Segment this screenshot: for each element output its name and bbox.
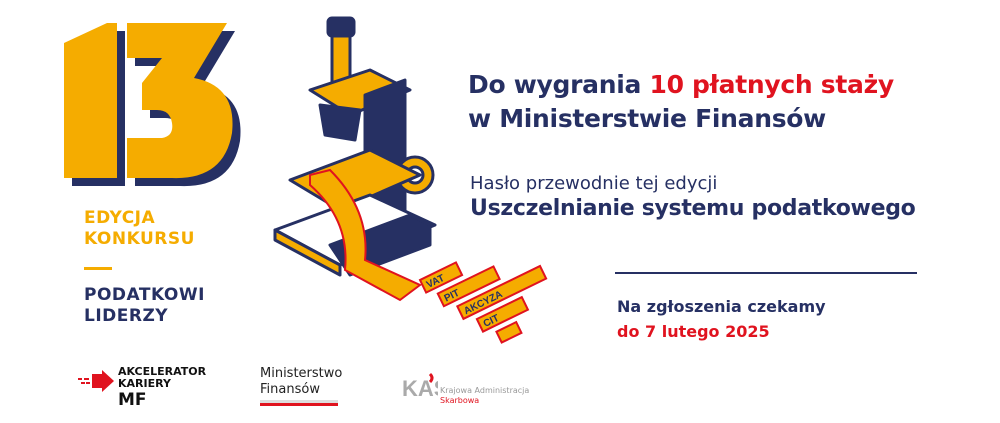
section-divider — [615, 272, 917, 274]
program-name-2: LIDERZY — [84, 306, 169, 326]
divider — [84, 267, 112, 270]
motto-label: Hasło przewodnie tej edycji — [470, 173, 718, 194]
polish-flag-bar — [260, 400, 338, 406]
kas-logo: KAS Krajowa Administracja Skarbowa — [402, 372, 552, 412]
deadline-line1: Na zgłoszenia czekamy — [617, 297, 826, 316]
deadline-date: do 7 lutego 2025 — [617, 322, 770, 341]
akcelerator-kariery-logo: AKCELERATOR KARIERY MF — [78, 366, 218, 416]
kas-emblem: KAS — [402, 372, 438, 401]
edition-label: EDYCJA — [84, 208, 156, 228]
program-name-1: PODATKOWI — [84, 285, 205, 305]
motto-text: Uszczelnianie systemu podatkowego — [470, 196, 916, 221]
tax-strips: VAT PIT AKCYZA CIT — [309, 168, 548, 344]
headline-line2: w Ministerstwie Finansów — [468, 104, 826, 133]
headline: Do wygrania 10 płatnych staży w Minister… — [468, 68, 894, 136]
contest-label: KONKURSU — [84, 229, 195, 249]
edition-number-13: 13 — [64, 23, 241, 187]
headline-highlight: 10 płatnych staży — [649, 70, 894, 99]
arrow-icon — [78, 370, 114, 392]
microscope-illustration: VAT PIT AKCYZA CIT — [273, 16, 548, 344]
headline-part1: Do wygrania — [468, 70, 650, 99]
ministry-of-finance-logo: Ministerstwo Finansów — [260, 366, 343, 397]
